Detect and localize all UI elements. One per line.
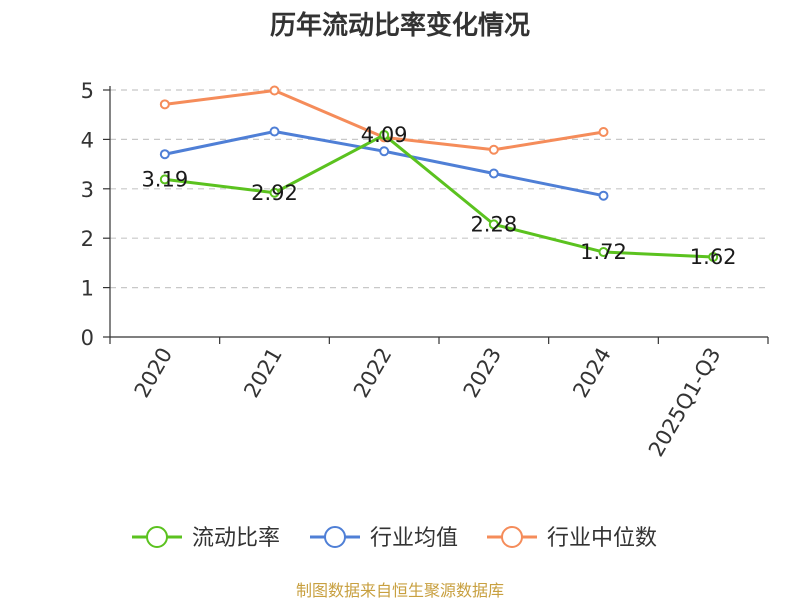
data-point[interactable] bbox=[598, 126, 609, 137]
legend-item[interactable]: 行业均值 bbox=[310, 526, 458, 551]
legend-marker bbox=[501, 526, 523, 548]
chart-title: 历年流动比率变化情况 bbox=[270, 10, 530, 41]
axes: 0 1 2 3 4 5 2020 2021 2022 2023 2024 2025Q1-Q3 bbox=[81, 79, 769, 461]
data-label: 3.19 bbox=[141, 167, 188, 191]
legend-label: 行业均值 bbox=[370, 526, 458, 551]
x-tick-label: 2024 bbox=[568, 344, 616, 402]
legend[interactable]: 流动比率 行业均值 行业中位数 bbox=[132, 526, 657, 551]
source-note: 制图数据来自恒生聚源数据库 bbox=[296, 581, 504, 600]
y-tick-label: 5 bbox=[81, 79, 94, 103]
y-tick-label: 2 bbox=[81, 227, 94, 251]
legend-label: 行业中位数 bbox=[547, 526, 657, 551]
grid-lines bbox=[110, 89, 768, 289]
y-tick-label: 3 bbox=[81, 178, 94, 202]
legend-marker bbox=[324, 526, 346, 548]
data-point[interactable] bbox=[269, 187, 280, 198]
data-point[interactable] bbox=[598, 190, 609, 201]
legend-item[interactable]: 流动比率 bbox=[132, 526, 280, 551]
legend-label: 流动比率 bbox=[192, 526, 280, 551]
data-label: 4.09 bbox=[361, 123, 408, 147]
data-label: 2.28 bbox=[470, 212, 517, 236]
legend-item[interactable]: 行业中位数 bbox=[487, 526, 657, 551]
data-label: 2.92 bbox=[251, 181, 298, 205]
y-tick-label: 1 bbox=[81, 277, 94, 301]
legend-marker bbox=[146, 526, 168, 548]
data-point[interactable] bbox=[159, 99, 170, 110]
data-point[interactable] bbox=[159, 174, 170, 185]
x-tick-label: 2020 bbox=[130, 344, 178, 402]
data-point[interactable] bbox=[488, 219, 499, 230]
data-point[interactable] bbox=[488, 168, 499, 179]
data-labels: 3.19 2.92 4.09 2.28 1.72 1.62 bbox=[141, 123, 736, 269]
data-point[interactable] bbox=[269, 126, 280, 137]
x-tick-label: 2022 bbox=[349, 344, 397, 402]
series-layer bbox=[159, 85, 719, 262]
x-tick-label: 2025Q1-Q3 bbox=[644, 344, 726, 461]
data-point[interactable] bbox=[708, 251, 719, 262]
x-tick-label: 2021 bbox=[239, 344, 287, 402]
data-point[interactable] bbox=[269, 85, 280, 96]
y-tick-label: 0 bbox=[81, 326, 94, 350]
data-point[interactable] bbox=[379, 129, 390, 140]
data-label: 1.62 bbox=[690, 245, 737, 269]
data-point[interactable] bbox=[488, 144, 499, 155]
x-tick-label: 2023 bbox=[459, 344, 507, 402]
data-point[interactable] bbox=[379, 146, 390, 157]
series-line bbox=[164, 133, 714, 259]
data-point[interactable] bbox=[598, 247, 609, 258]
data-label: 1.72 bbox=[580, 240, 627, 264]
y-tick-label: 4 bbox=[81, 128, 94, 152]
data-point[interactable] bbox=[159, 149, 170, 160]
